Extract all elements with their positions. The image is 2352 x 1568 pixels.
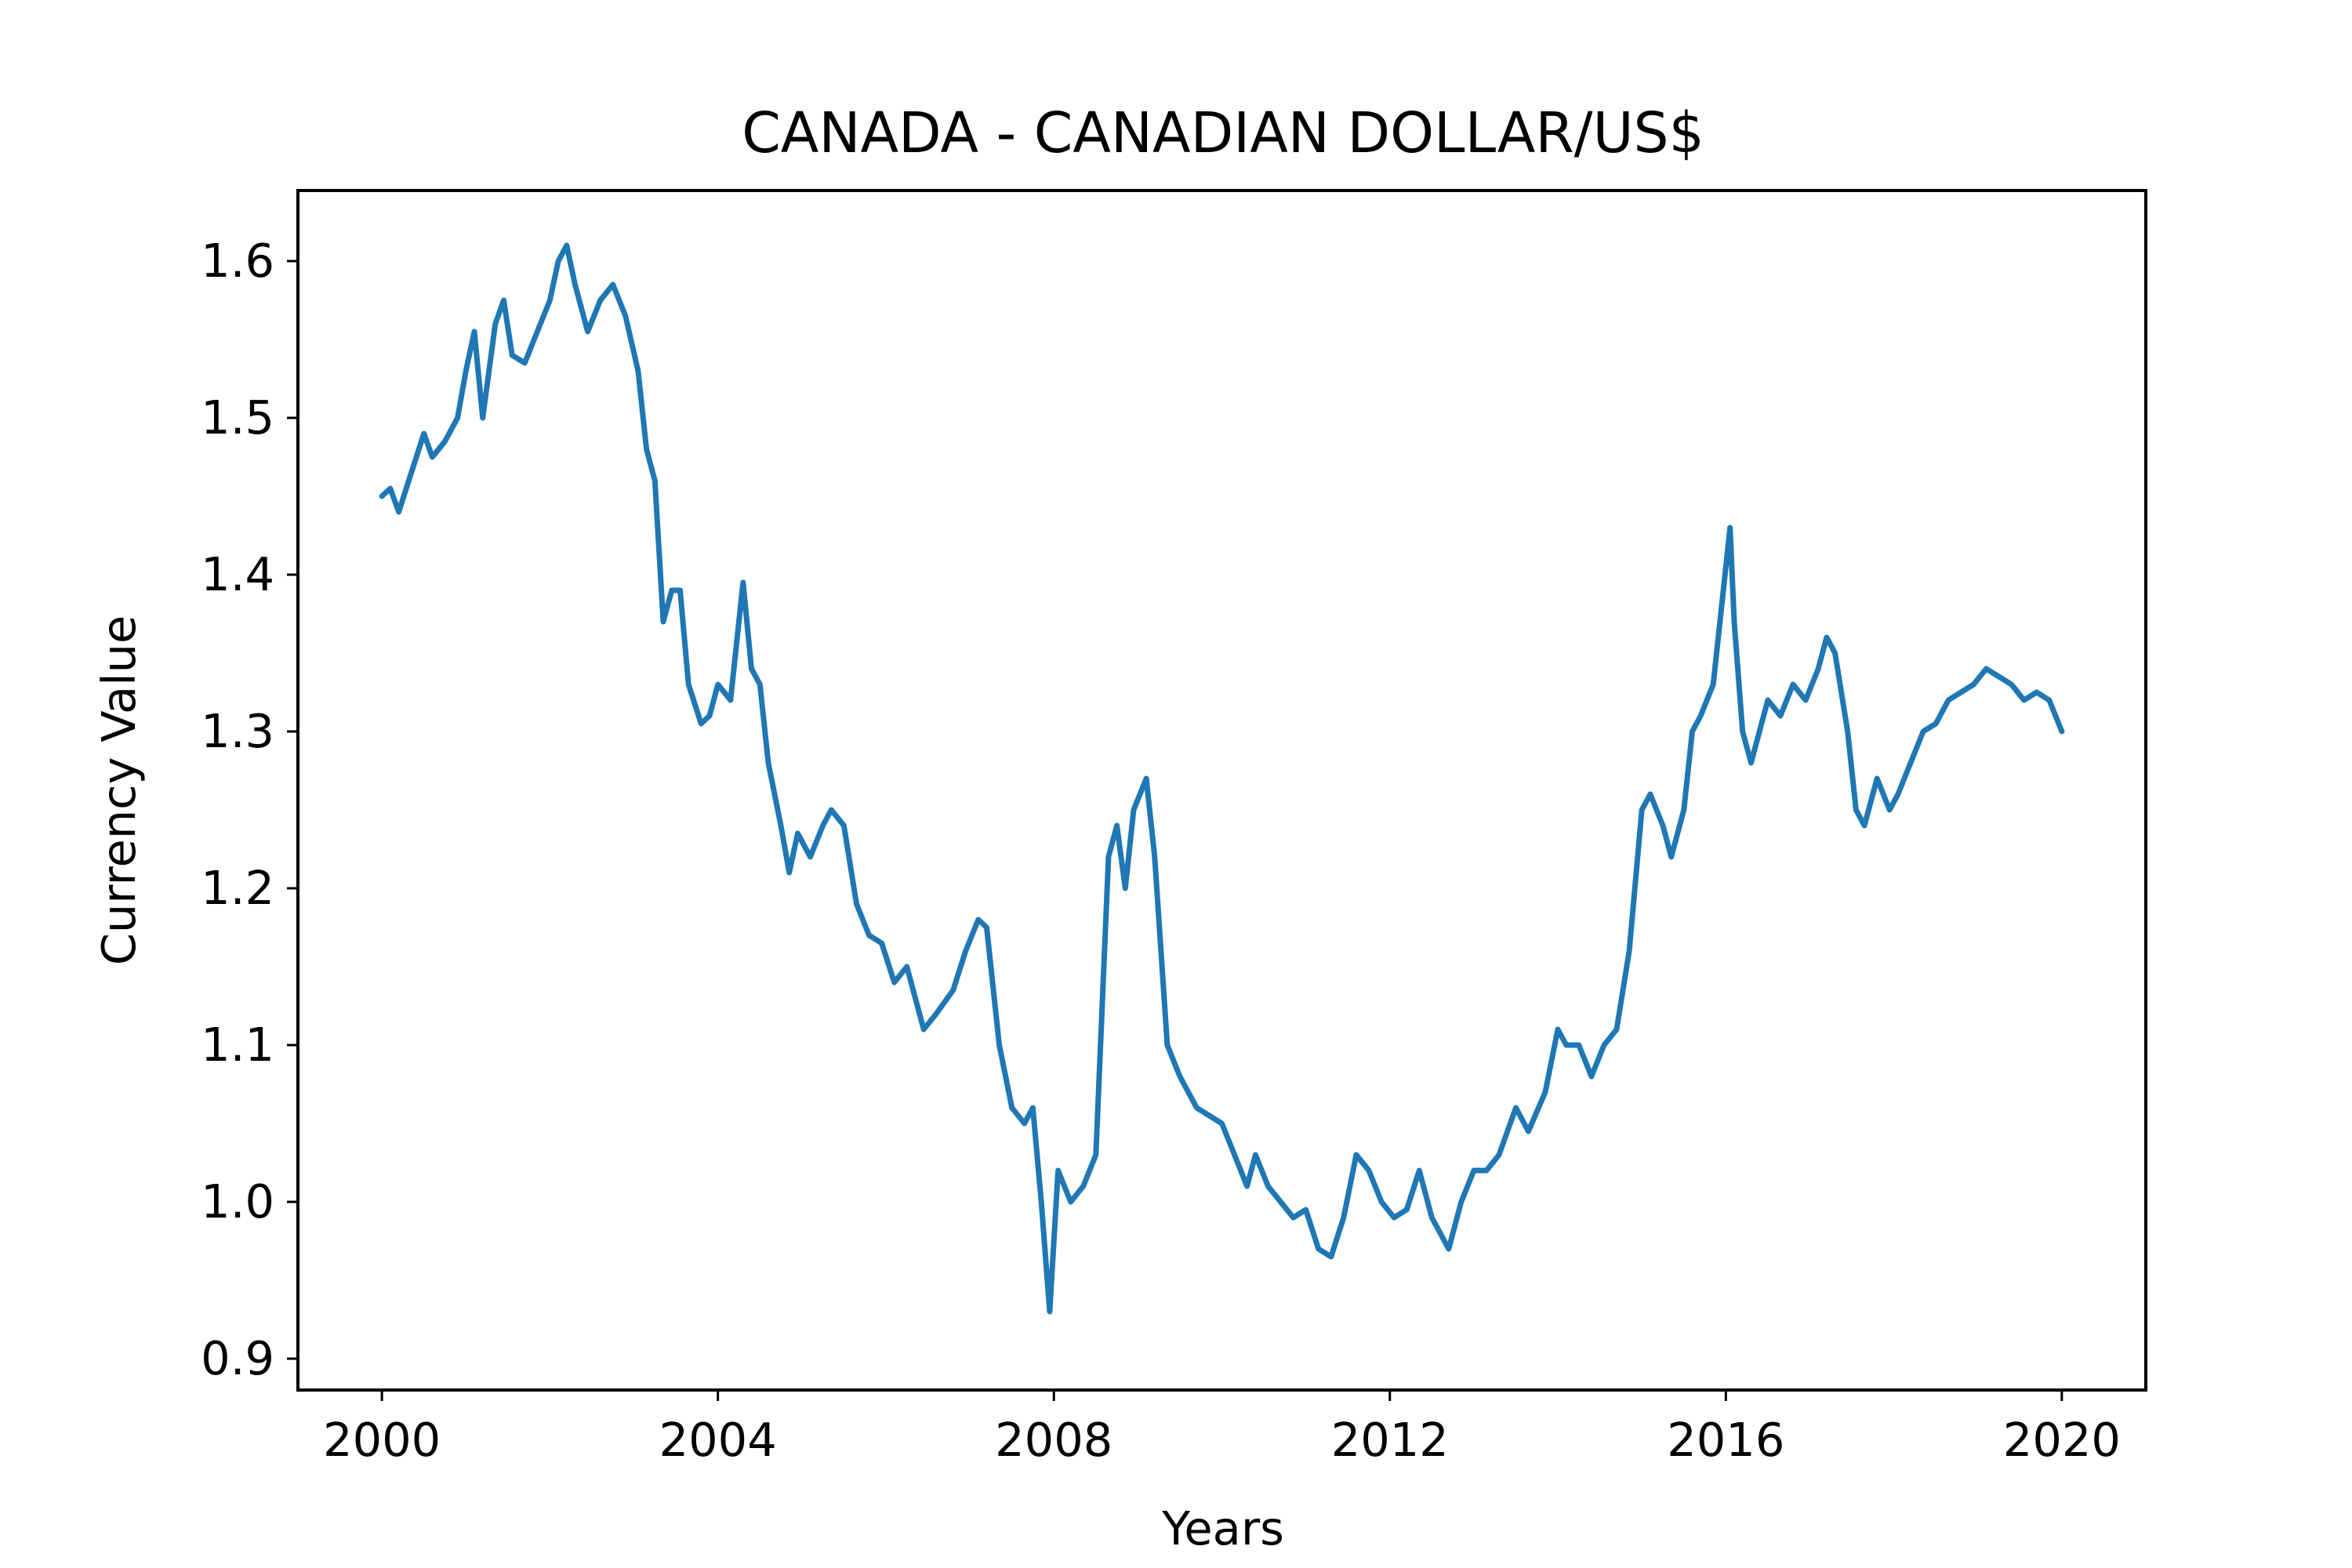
y-tick-label: 1.3	[201, 704, 274, 758]
y-tick-label: 1.1	[201, 1018, 274, 1072]
y-tick-label: 1.2	[201, 861, 274, 915]
x-axis-label: Years	[1161, 1501, 1284, 1555]
y-tick-label: 1.6	[201, 234, 274, 288]
x-tick-label: 2004	[659, 1413, 777, 1467]
y-tick-label: 1.5	[201, 390, 274, 445]
x-tick-label: 2008	[995, 1413, 1112, 1467]
x-tick-label: 2012	[1331, 1413, 1449, 1467]
series-layer	[379, 242, 2065, 1315]
x-tick-label: 2016	[1667, 1413, 1784, 1467]
currency-series-line	[379, 242, 2065, 1315]
y-tick-label: 1.0	[201, 1174, 274, 1229]
chart-title: CANADA - CANADIAN DOLLAR/US$	[742, 100, 1704, 165]
y-tick-label: 0.9	[201, 1331, 274, 1385]
x-tick-label: 2000	[323, 1413, 441, 1467]
axis-ticks: 2000 2004 2008 2012 2016 2020 0.9 1.0 1.1 1.2 1.3 1…	[201, 234, 2121, 1467]
x-tick-label: 2020	[2003, 1413, 2121, 1467]
plot-frame	[296, 189, 2147, 1392]
y-axis-label: Currency Value	[92, 615, 146, 966]
y-tick-label: 1.4	[201, 547, 274, 601]
